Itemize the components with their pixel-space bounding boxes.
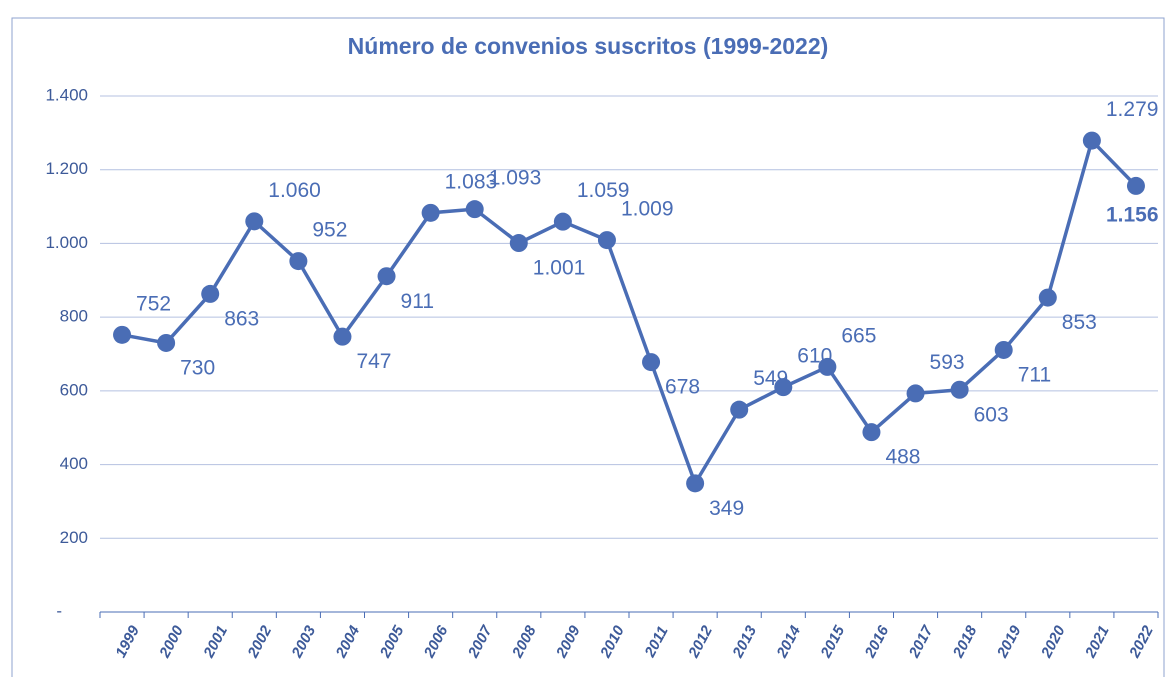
data-point [377,267,396,286]
x-tick-label: 2009 [553,622,584,661]
data-label: 678 [665,376,700,399]
x-tick-label: 2014 [773,622,804,661]
y-tick-label: 400 [60,454,88,473]
x-tick-label: 2019 [993,622,1024,661]
data-label: 665 [841,324,876,347]
data-label: 911 [401,290,434,313]
x-tick-label: 2004 [332,622,363,661]
data-point [201,284,220,303]
chart-frame [11,17,1165,677]
x-tick-label: 2018 [949,622,980,661]
x-tick-label: 2017 [905,622,936,661]
data-label: 952 [312,219,347,242]
x-tick-label: 2007 [464,622,495,661]
data-point [245,212,264,231]
data-point [1038,288,1057,307]
data-point [553,212,572,231]
y-tick-label: 600 [60,380,88,399]
data-label: 747 [356,350,391,373]
data-point [818,357,837,376]
x-tick-label: 2010 [597,622,628,661]
x-tick-label: 2006 [420,622,451,661]
data-label: 1.060 [268,179,321,202]
data-point [730,400,749,419]
data-point [113,325,132,344]
x-tick-label: 2016 [861,622,892,661]
data-point [289,252,308,271]
data-label: 863 [224,307,259,330]
data-point [157,333,176,352]
data-line [121,137,1138,488]
y-tick-label: 800 [60,307,88,326]
x-tick-label: 1999 [112,622,143,660]
data-label: 593 [930,351,965,374]
data-label: 349 [709,497,744,520]
data-point [333,327,352,346]
data-label: 752 [136,292,171,315]
data-point [1126,176,1145,195]
x-tick-label: 2002 [244,622,275,661]
data-point [950,380,969,399]
data-point [642,353,661,372]
x-tick-label: 2008 [509,622,540,661]
data-label: 711 [1018,363,1051,386]
data-point [421,203,440,222]
data-label: 1.093 [489,167,542,190]
data-label: 1.059 [577,179,630,202]
x-tick-label: 2015 [817,622,848,661]
chart-title: Número de convenios suscritos (1999-2022… [348,33,829,59]
x-tick-label: 2000 [156,622,187,661]
data-point [509,234,528,253]
data-label: 1.279 [1106,98,1159,121]
y-tick-label: - [56,601,62,620]
x-tick-label: 2020 [1038,622,1069,661]
x-tick-label: 2003 [288,622,319,661]
data-point [465,200,484,219]
data-point [1082,131,1101,150]
x-tick-label: 2021 [1082,623,1113,661]
data-point [994,340,1013,359]
y-tick-label: 200 [60,528,88,547]
data-label: 1.156 [1106,203,1159,226]
y-tick-label: 1.200 [45,159,88,178]
data-label: 730 [180,356,215,379]
data-label: 488 [885,446,920,469]
data-point [862,423,881,442]
data-label: 853 [1062,311,1097,334]
x-tick-label: 2011 [641,624,672,661]
x-tick-label: 2022 [1126,622,1157,661]
data-label: 603 [974,403,1009,426]
x-tick-label: 2005 [376,622,407,661]
y-tick-label: 1.000 [45,233,88,252]
data-point [906,384,925,403]
data-point [597,231,616,250]
data-label: 1.009 [621,198,674,221]
data-label: 1.001 [533,257,586,280]
data-point [774,378,793,397]
x-tick-label: 2012 [685,622,716,661]
x-tick-label: 2013 [729,622,760,661]
x-tick-label: 2001 [200,623,231,661]
y-tick-label: 1.400 [45,85,88,104]
data-label: 1.083 [445,170,498,193]
data-point [686,474,705,493]
